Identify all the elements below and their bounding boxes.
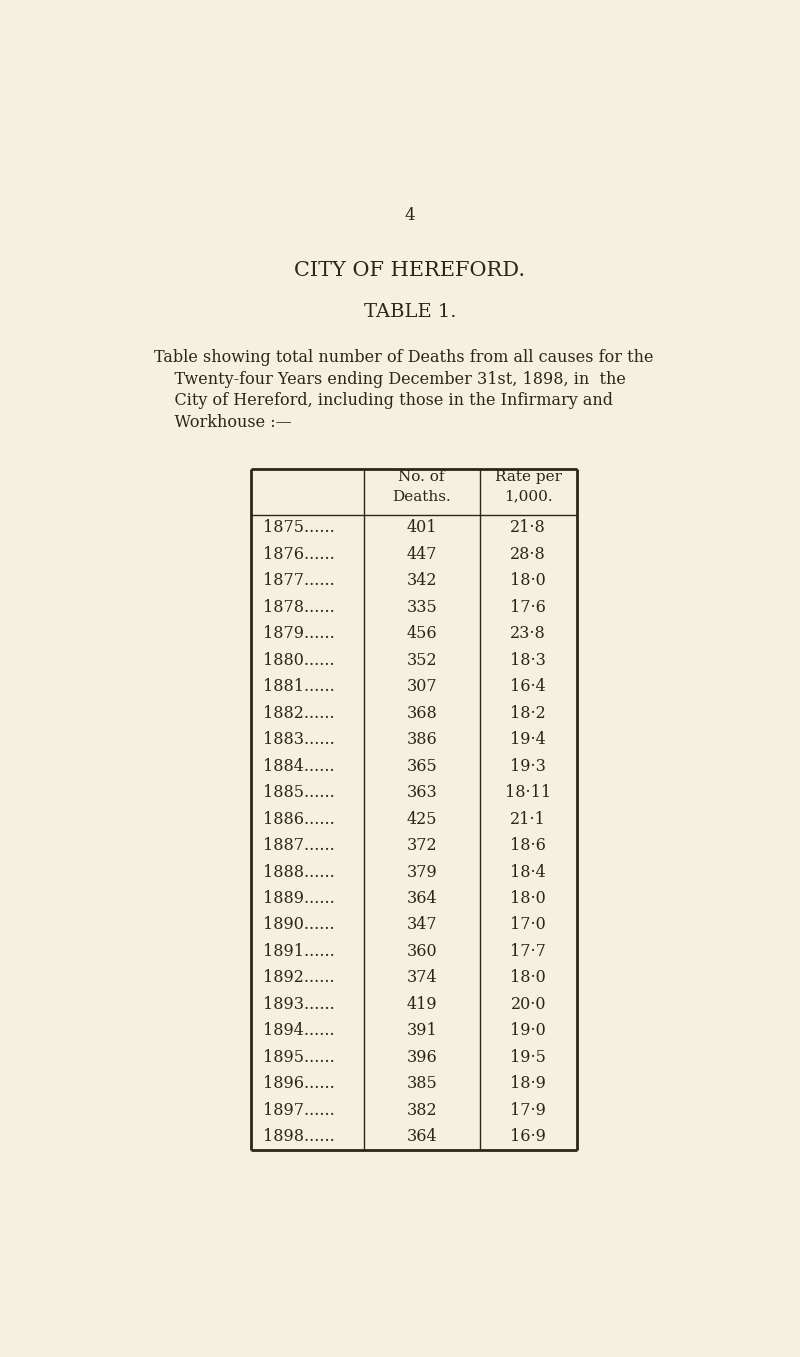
- Text: 363: 363: [406, 784, 437, 801]
- Text: 456: 456: [406, 626, 437, 642]
- Text: 21·8: 21·8: [510, 520, 546, 536]
- Text: TABLE 1.: TABLE 1.: [364, 303, 456, 322]
- Text: 360: 360: [406, 943, 437, 959]
- Text: 352: 352: [406, 651, 437, 669]
- Text: 19·5: 19·5: [510, 1049, 546, 1065]
- Text: 16·9: 16·9: [510, 1128, 546, 1145]
- Text: 17·9: 17·9: [510, 1102, 546, 1118]
- Text: 1888......: 1888......: [262, 863, 334, 881]
- Text: 1891......: 1891......: [262, 943, 334, 959]
- Text: 447: 447: [406, 546, 437, 563]
- Text: 28·8: 28·8: [510, 546, 546, 563]
- Text: 1876......: 1876......: [262, 546, 334, 563]
- Text: 1877......: 1877......: [262, 573, 334, 589]
- Text: 1889......: 1889......: [262, 890, 334, 906]
- Text: 365: 365: [406, 757, 437, 775]
- Text: 18·2: 18·2: [510, 704, 546, 722]
- Text: 342: 342: [406, 573, 437, 589]
- Text: Rate per
1,000.: Rate per 1,000.: [494, 471, 562, 503]
- Text: 19·3: 19·3: [510, 757, 546, 775]
- Text: 18·3: 18·3: [510, 651, 546, 669]
- Text: 1886......: 1886......: [262, 810, 334, 828]
- Text: 425: 425: [406, 810, 437, 828]
- Text: 1892......: 1892......: [262, 969, 334, 987]
- Text: 1881......: 1881......: [262, 678, 334, 695]
- Text: 1882......: 1882......: [262, 704, 334, 722]
- Text: 1890......: 1890......: [262, 916, 334, 934]
- Text: 1883......: 1883......: [262, 731, 334, 748]
- Text: 374: 374: [406, 969, 437, 987]
- Text: 364: 364: [406, 1128, 437, 1145]
- Text: 4: 4: [405, 206, 415, 224]
- Text: 18·0: 18·0: [510, 890, 546, 906]
- Text: 18·0: 18·0: [510, 573, 546, 589]
- Text: 307: 307: [406, 678, 437, 695]
- Text: 347: 347: [406, 916, 437, 934]
- Text: 1879......: 1879......: [262, 626, 334, 642]
- Text: 21·1: 21·1: [510, 810, 546, 828]
- Text: 1893......: 1893......: [262, 996, 334, 1012]
- Text: 1885......: 1885......: [262, 784, 334, 801]
- Text: City of Hereford, including those in the Infirmary and: City of Hereford, including those in the…: [154, 392, 614, 410]
- Text: 16·4: 16·4: [510, 678, 546, 695]
- Text: 17·0: 17·0: [510, 916, 546, 934]
- Text: 1895......: 1895......: [262, 1049, 334, 1065]
- Text: 23·8: 23·8: [510, 626, 546, 642]
- Text: 20·0: 20·0: [510, 996, 546, 1012]
- Text: 391: 391: [406, 1022, 437, 1039]
- Text: 372: 372: [406, 837, 437, 854]
- Text: 1898......: 1898......: [262, 1128, 334, 1145]
- Text: 1884......: 1884......: [262, 757, 334, 775]
- Text: 1896......: 1896......: [262, 1075, 334, 1092]
- Text: 17·7: 17·7: [510, 943, 546, 959]
- Text: 335: 335: [406, 598, 437, 616]
- Text: Twenty-four Years ending December 31st, 1898, in  the: Twenty-four Years ending December 31st, …: [154, 370, 626, 388]
- Text: 364: 364: [406, 890, 437, 906]
- Text: 18·6: 18·6: [510, 837, 546, 854]
- Text: 17·6: 17·6: [510, 598, 546, 616]
- Text: 19·0: 19·0: [510, 1022, 546, 1039]
- Text: 1878......: 1878......: [262, 598, 334, 616]
- Text: CITY OF HEREFORD.: CITY OF HEREFORD.: [294, 261, 526, 280]
- Text: 18·4: 18·4: [510, 863, 546, 881]
- Text: 1894......: 1894......: [262, 1022, 334, 1039]
- Text: 382: 382: [406, 1102, 437, 1118]
- Text: 18·11: 18·11: [505, 784, 551, 801]
- Text: 401: 401: [406, 520, 437, 536]
- Text: Workhouse :—: Workhouse :—: [154, 414, 292, 432]
- Text: 1897......: 1897......: [262, 1102, 334, 1118]
- Text: 19·4: 19·4: [510, 731, 546, 748]
- Text: No. of
Deaths.: No. of Deaths.: [392, 471, 451, 503]
- Text: 386: 386: [406, 731, 437, 748]
- Text: 1887......: 1887......: [262, 837, 334, 854]
- Text: 419: 419: [406, 996, 437, 1012]
- Text: 396: 396: [406, 1049, 437, 1065]
- Text: 379: 379: [406, 863, 437, 881]
- Text: 385: 385: [406, 1075, 437, 1092]
- Text: Table showing total number of Deaths from all causes for the: Table showing total number of Deaths fro…: [154, 349, 654, 366]
- Text: 368: 368: [406, 704, 437, 722]
- Text: 1880......: 1880......: [262, 651, 334, 669]
- Text: 18·9: 18·9: [510, 1075, 546, 1092]
- Text: 18·0: 18·0: [510, 969, 546, 987]
- Text: 1875......: 1875......: [262, 520, 334, 536]
